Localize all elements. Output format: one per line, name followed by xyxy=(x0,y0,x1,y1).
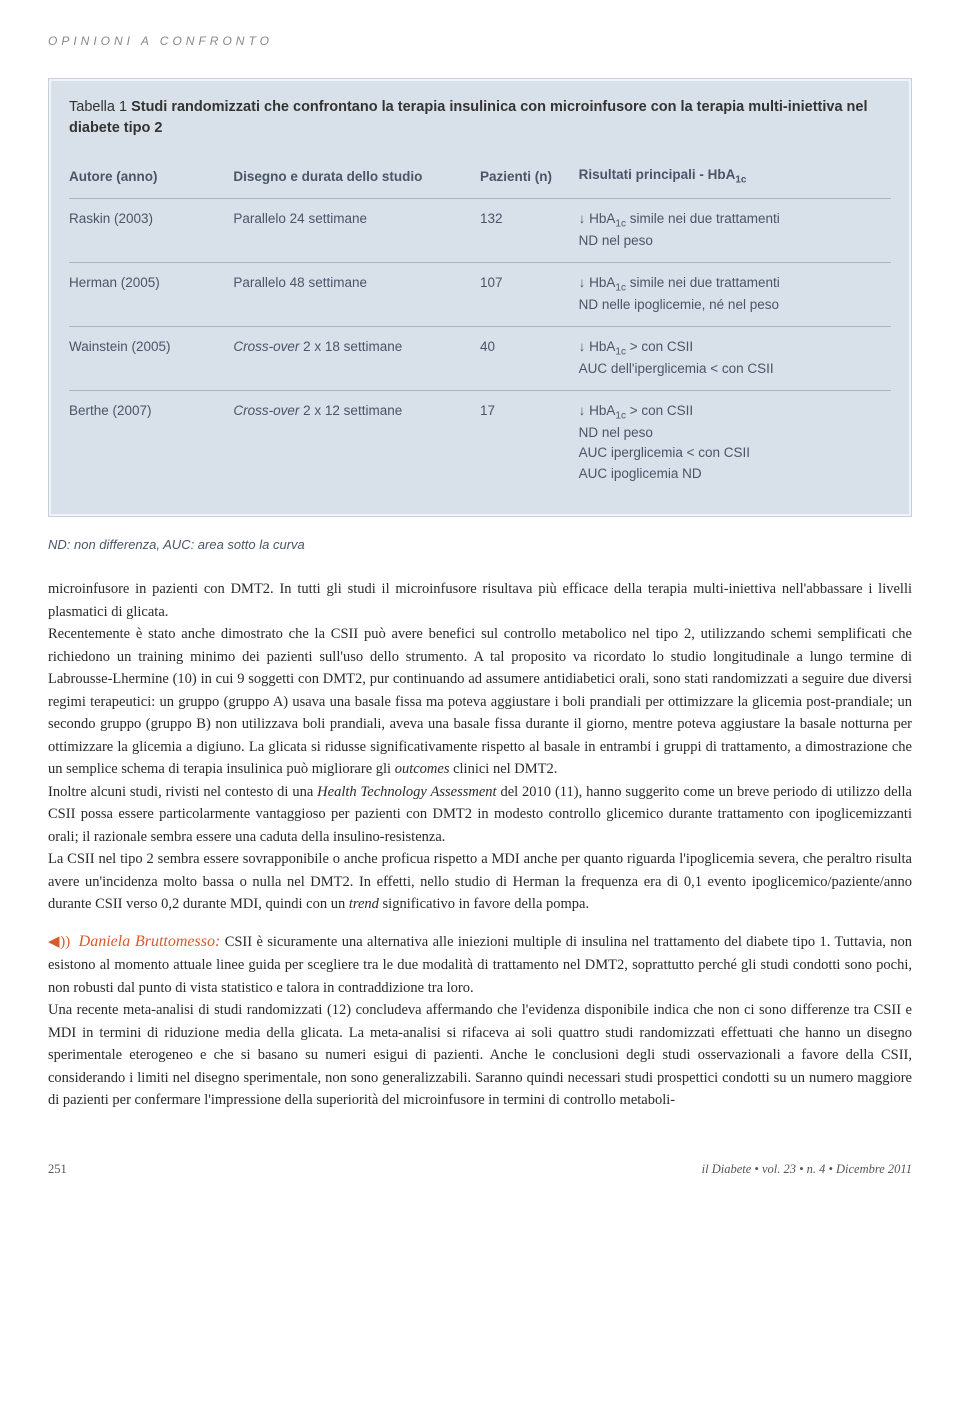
table-caption: Studi randomizzati che confrontano la te… xyxy=(69,99,867,136)
col-header-result: Risultati principali - HbA1c xyxy=(579,155,891,198)
cell-n: 17 xyxy=(480,390,579,494)
paragraph-2b: clinici nel DMT2. xyxy=(449,761,557,777)
col-header-result-text: Risultati principali - HbA xyxy=(579,167,736,182)
col-header-author: Autore (anno) xyxy=(69,155,233,198)
italic-trend: trend xyxy=(349,896,379,912)
journal-suffix: • n. 4 • Dicembre 2011 xyxy=(796,1162,912,1176)
paragraph-2a: Recentemente è stato anche dimostrato ch… xyxy=(48,626,912,777)
cell-author: Herman (2005) xyxy=(69,262,233,326)
table-title: Tabella 1 Studi randomizzati che confron… xyxy=(69,97,891,139)
col-header-design: Disegno e durata dello studio xyxy=(233,155,480,198)
hba1c-subscript: 1c xyxy=(735,175,746,186)
paragraph-1: microinfusore in pazienti con DMT2. In t… xyxy=(48,578,912,623)
table-row: Berthe (2007)Cross-over 2 x 12 settimane… xyxy=(69,390,891,494)
cell-result: ↓ HbA1c > con CSIIND nel pesoAUC ipergli… xyxy=(579,390,891,494)
speaker-name: Daniela Bruttomesso: xyxy=(79,933,221,950)
cell-n: 132 xyxy=(480,198,579,262)
cell-design: Parallelo 48 settimane xyxy=(233,262,480,326)
paragraph-2: Recentemente è stato anche dimostrato ch… xyxy=(48,623,912,780)
journal-vol: vol. 23 xyxy=(762,1162,796,1176)
col-header-n: Pazienti (n) xyxy=(480,155,579,198)
page-footer: 251 il Diabete • vol. 23 • n. 4 • Dicemb… xyxy=(48,1160,912,1179)
cell-n: 107 xyxy=(480,262,579,326)
article-body: microinfusore in pazienti con DMT2. In t… xyxy=(48,578,912,1111)
paragraph-6: Una recente meta-analisi di studi random… xyxy=(48,999,912,1111)
studies-table: Autore (anno) Disegno e durata dello stu… xyxy=(69,155,891,494)
italic-hta: Health Technology Assessment xyxy=(317,784,496,800)
cell-result: ↓ HbA1c simile nei due trattamentiND nel… xyxy=(579,198,891,262)
paragraph-5: ◀)) Daniela Bruttomesso: CSII è sicurame… xyxy=(48,930,912,1000)
section-header: OPINIONI A CONFRONTO xyxy=(48,32,912,50)
cell-design: Parallelo 24 settimane xyxy=(233,198,480,262)
paragraph-4: La CSII nel tipo 2 sembra essere sovrapp… xyxy=(48,848,912,915)
table-row: Herman (2005)Parallelo 48 settimane107↓ … xyxy=(69,262,891,326)
cell-author: Raskin (2003) xyxy=(69,198,233,262)
journal-prefix: il Diabete • xyxy=(702,1162,762,1176)
speaker-icon: ◀)) xyxy=(48,934,70,950)
table-footnote: ND: non differenza, AUC: area sotto la c… xyxy=(48,535,912,555)
table-container: Tabella 1 Studi randomizzati che confron… xyxy=(48,78,912,517)
table-row: Wainstein (2005)Cross-over 2 x 18 settim… xyxy=(69,326,891,390)
paragraph-3a: Inoltre alcuni studi, rivisti nel contes… xyxy=(48,784,317,800)
table-header-row: Autore (anno) Disegno e durata dello stu… xyxy=(69,155,891,198)
cell-author: Wainstein (2005) xyxy=(69,326,233,390)
cell-result: ↓ HbA1c > con CSIIAUC dell'iperglicemia … xyxy=(579,326,891,390)
paragraph-3: Inoltre alcuni studi, rivisti nel contes… xyxy=(48,781,912,848)
cell-result: ↓ HbA1c simile nei due trattamentiND nel… xyxy=(579,262,891,326)
page-number: 251 xyxy=(48,1160,67,1179)
italic-outcomes: outcomes xyxy=(395,761,450,777)
cell-design: Cross-over 2 x 18 settimane xyxy=(233,326,480,390)
paragraph-4b: significativo in favore della pompa. xyxy=(379,896,589,912)
cell-author: Berthe (2007) xyxy=(69,390,233,494)
journal-citation: il Diabete • vol. 23 • n. 4 • Dicembre 2… xyxy=(702,1160,912,1179)
cell-n: 40 xyxy=(480,326,579,390)
table-label: Tabella 1 xyxy=(69,99,127,115)
cell-design: Cross-over 2 x 12 settimane xyxy=(233,390,480,494)
table-row: Raskin (2003)Parallelo 24 settimane132↓ … xyxy=(69,198,891,262)
